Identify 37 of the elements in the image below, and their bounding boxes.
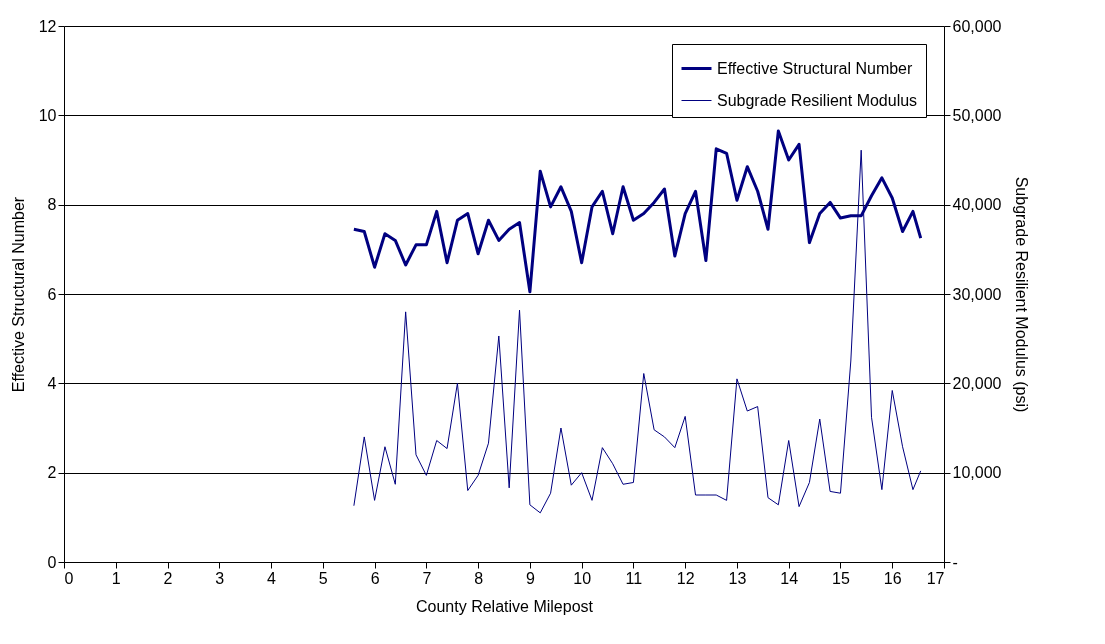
x-tick-label: 15 xyxy=(832,569,850,587)
y-tick-label: 6 xyxy=(47,285,57,303)
x-tick-label: 5 xyxy=(318,569,328,587)
x-axis-title: County Relative Milepost xyxy=(416,597,594,615)
x-tick-label: 2 xyxy=(163,569,173,587)
x-tick-label: 0 xyxy=(64,569,74,587)
x-tick-label: 9 xyxy=(525,569,535,587)
y2-tick-label: 50,000 xyxy=(952,106,1002,124)
y2-tick-label: 60,000 xyxy=(952,17,1002,35)
legend-label: Subgrade Resilient Modulus xyxy=(717,91,918,109)
x-tick-label: 17 xyxy=(926,569,945,587)
y-tick-label: 8 xyxy=(47,196,57,214)
x-tick-label: 7 xyxy=(422,569,432,587)
legend-label: Effective Structural Number xyxy=(717,59,914,77)
y2-tick-label: - xyxy=(952,553,958,571)
x-tick-label: 4 xyxy=(267,569,277,587)
x-tick-label: 6 xyxy=(370,569,380,587)
y2-tick-label: 40,000 xyxy=(952,196,1002,214)
x-tick-label: 3 xyxy=(215,569,225,587)
x-tick-label: 13 xyxy=(728,569,747,587)
y-axis-title: Effective Structural Number xyxy=(9,196,27,393)
x-tick-label: 10 xyxy=(573,569,592,587)
y-tick-label: 10 xyxy=(38,106,57,124)
y2-tick-label: 20,000 xyxy=(952,374,1002,392)
x-tick-label: 16 xyxy=(883,569,902,587)
x-tick-label: 11 xyxy=(625,569,643,587)
x-tick-label: 1 xyxy=(111,569,121,587)
x-tick-label: 12 xyxy=(676,569,695,587)
x-tick-label: 14 xyxy=(780,569,799,587)
y-tick-label: 0 xyxy=(47,553,57,571)
y-tick-label: 4 xyxy=(47,374,57,392)
y2-tick-label: 10,000 xyxy=(952,464,1002,482)
y-tick-label: 12 xyxy=(38,17,57,35)
y2-tick-label: 30,000 xyxy=(952,285,1002,303)
y2-axis-title: Subgrade Resilient Modulus (psi) xyxy=(1013,176,1031,413)
y-tick-label: 2 xyxy=(47,464,57,482)
x-tick-label: 8 xyxy=(474,569,484,587)
